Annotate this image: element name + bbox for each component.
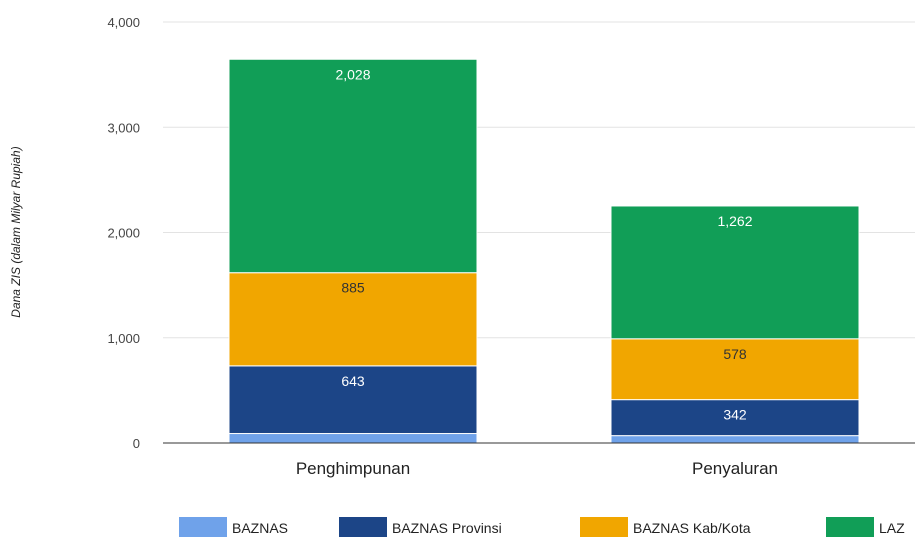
bar-segment [610,205,860,340]
legend-swatch [580,517,628,537]
legend-label: BAZNAS [232,520,288,536]
y-axis-title: Dana ZIS (dalam Milyar Rupiah) [9,146,23,317]
bar-data-label: 643 [341,373,365,389]
y-tick-label: 3,000 [107,120,140,135]
x-axis-categories: Penghimpunan Penyaluran [296,459,778,478]
bar-segment [610,338,860,401]
y-tick-label: 2,000 [107,226,140,241]
x-category-label: Penyaluran [692,459,778,478]
legend-swatch [826,517,874,537]
y-axis-ticks: 0 1,000 2,000 3,000 4,000 [107,15,140,451]
bar-segment [228,58,478,274]
bar-segment [228,365,478,435]
bar-data-label: 342 [723,407,747,423]
bar-data-label: 578 [723,346,747,362]
bar-segment [228,272,478,367]
bar-segment [610,399,860,437]
legend-label: BAZNAS Kab/Kota [633,520,751,536]
legend-label: LAZ [879,520,905,536]
legend-swatch [339,517,387,537]
bar-data-label: 1,262 [717,213,752,229]
y-tick-label: 1,000 [107,331,140,346]
legend-label: BAZNAS Provinsi [392,520,502,536]
y-tick-label: 4,000 [107,15,140,30]
bar-segment [610,435,860,444]
x-category-label: Penghimpunan [296,459,410,478]
legend-swatch [179,517,227,537]
bar-data-label: 885 [341,280,365,296]
y-tick-label: 0 [133,436,140,451]
bar-data-label: 2,028 [335,66,370,82]
legend: BAZNAS BAZNAS Provinsi BAZNAS Kab/Kota LAZ [179,517,905,537]
bars: 643 885 2,028 342 578 1,262 [228,58,860,444]
bar-segment [228,433,478,444]
